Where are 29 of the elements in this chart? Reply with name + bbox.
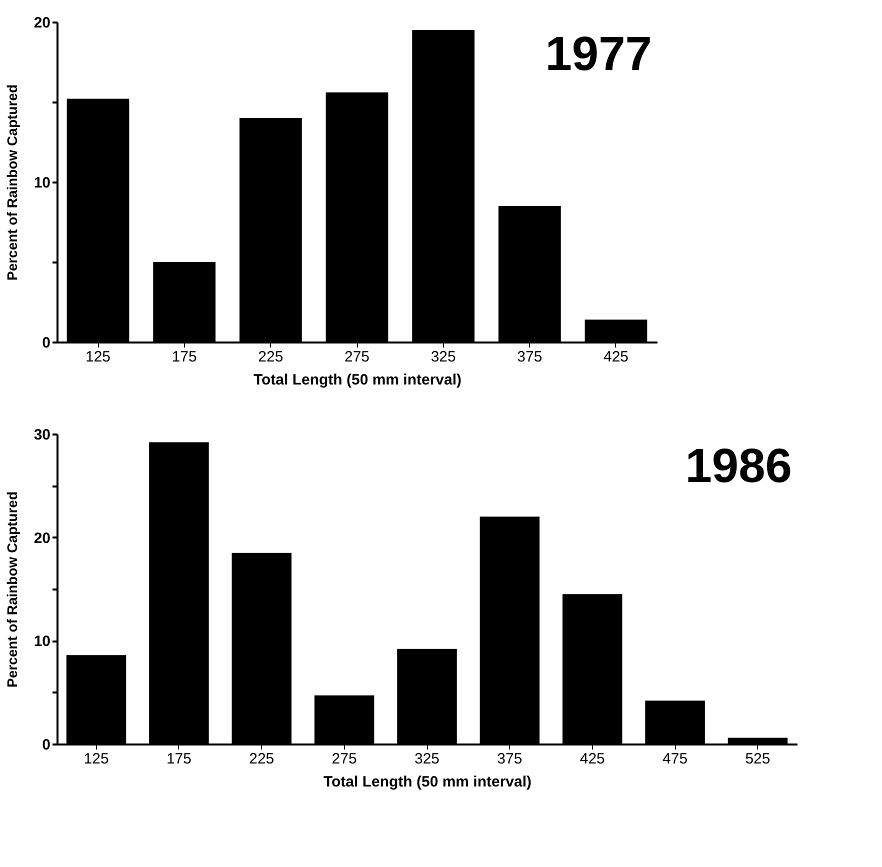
x-tick-label: 175 <box>172 348 197 366</box>
x-tick-label: 275 <box>344 348 370 366</box>
y-axis-title: Percent of Rainbow Captured <box>4 491 20 688</box>
x-tick-label: 525 <box>745 750 770 768</box>
x-tick-label: 475 <box>662 750 688 768</box>
y-tick-label: 0 <box>42 334 50 352</box>
y-tick-label: 10 <box>34 174 50 192</box>
x-tick-label: 325 <box>430 348 456 366</box>
y-tick-label: 10 <box>34 633 50 650</box>
x-tick-label: 325 <box>414 750 440 768</box>
y-tick-label: 0 <box>42 736 50 754</box>
x-tick-label: 375 <box>517 348 542 366</box>
x-tick-label: 225 <box>249 750 274 768</box>
chart-title: 1986 <box>685 440 792 493</box>
x-axis-title: Total Length (50 mm interval) <box>253 372 462 388</box>
chart-title: 1977 <box>545 28 652 81</box>
y-tick-label: 20 <box>34 530 50 547</box>
x-tick-label: 175 <box>166 750 192 768</box>
x-tick-label: 375 <box>497 750 522 768</box>
y-tick-label: 20 <box>34 14 50 32</box>
x-tick-label: 125 <box>84 750 109 768</box>
y-tick-label: 30 <box>34 426 50 444</box>
y-axis-title: Percent of Rainbow Captured <box>4 84 20 281</box>
x-tick-label: 275 <box>332 750 357 768</box>
x-tick-label: 225 <box>258 348 284 366</box>
x-tick-label: 125 <box>85 348 111 366</box>
x-tick-label: 425 <box>580 750 605 768</box>
x-tick-label: 425 <box>603 348 629 366</box>
x-axis-title: Total Length (50 mm interval) <box>323 774 532 790</box>
